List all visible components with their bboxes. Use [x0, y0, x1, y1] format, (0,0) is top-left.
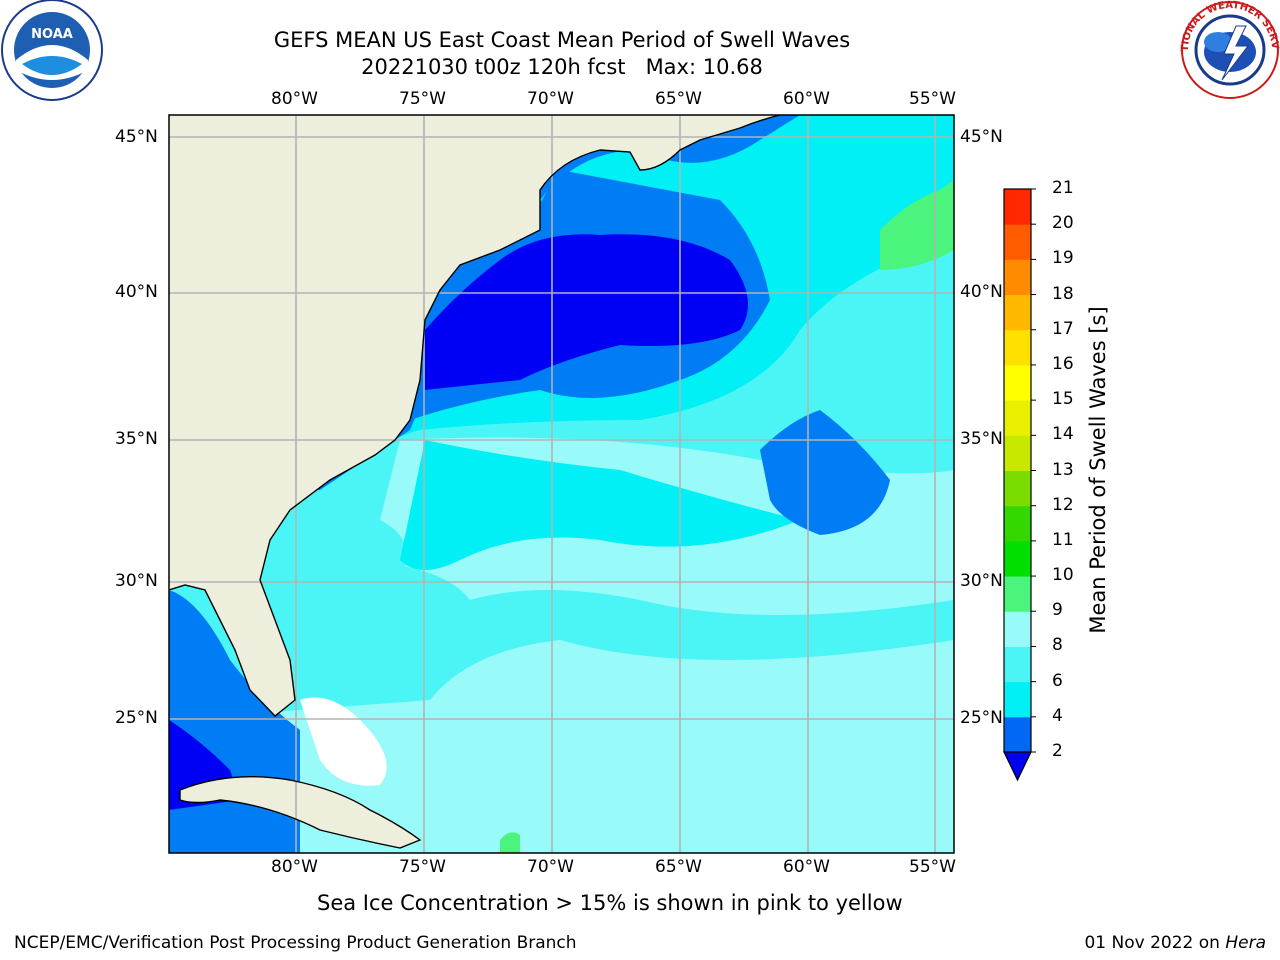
coastline: [169, 115, 781, 717]
colorbar-tick-label: 4: [1052, 705, 1063, 726]
colorbar-tick-label: 13: [1052, 459, 1074, 480]
lat-label-right: 40°N: [960, 282, 1003, 302]
colorbar-segment: [1004, 400, 1031, 436]
colorbar-tick-label: 21: [1052, 178, 1074, 198]
colorbar-tick-label: 8: [1052, 635, 1063, 656]
ocean-dark-blue: [425, 234, 748, 390]
lon-label-top: 55°W: [909, 89, 956, 109]
colorbar-segment: [1004, 189, 1031, 225]
lat-label-left: 25°N: [115, 708, 158, 728]
ocean-cyan-band: [400, 440, 800, 570]
colorbar-segment: [1004, 576, 1031, 612]
lat-label-right: 25°N: [960, 708, 1003, 728]
colorbar-segment: [1004, 540, 1031, 577]
colorbar-segment: [1004, 611, 1031, 647]
sea-ice-caption: Sea Ice Concentration > 15% is shown in …: [317, 891, 903, 915]
colorbar-tick-label: 9: [1052, 600, 1063, 621]
colorbar-tick-label: 14: [1052, 424, 1074, 445]
lon-label-bottom: 80°W: [271, 857, 318, 877]
colorbar-tick-label: 20: [1052, 213, 1074, 234]
coastline-cuba: [179, 775, 422, 849]
lon-label-top: 80°W: [271, 89, 318, 109]
ocean-light-cyan-south: [169, 560, 954, 720]
map-subtitle: 20221030 t00z 120h fcst Max: 10.68: [361, 55, 763, 79]
colorbar-tick-label: 2: [1052, 741, 1063, 761]
map-title: GEFS MEAN US East Coast Mean Period of S…: [273, 28, 851, 52]
colorbar-segment: [1004, 716, 1031, 753]
land-cuba: [180, 776, 420, 848]
lat-label-left: 40°N: [115, 282, 158, 302]
ocean-mid-blue-offshore: [760, 410, 890, 535]
colorbar-segment: [1004, 470, 1031, 507]
lon-label-top: 75°W: [399, 89, 446, 109]
colorbar-tick-label: 16: [1052, 353, 1074, 374]
colorbar-segment: [1004, 329, 1031, 366]
colorbar-extend-triangle: [1003, 751, 1032, 782]
colorbar-segment: [1004, 681, 1031, 718]
footer-credit: NCEP/EMC/Verification Post Processing Pr…: [14, 933, 577, 953]
colorbar-segment: [1004, 294, 1031, 331]
lon-label-bottom: 60°W: [783, 857, 830, 877]
colorbar: [1003, 188, 1036, 782]
colorbar-segment: [1004, 259, 1031, 296]
nws-logo: NATIONAL WEATHER SERVICE: [1178, 0, 1280, 99]
lon-label-top: 60°W: [783, 89, 830, 109]
noaa-logo-text: NOAA: [31, 27, 73, 42]
lat-label-left: 35°N: [115, 429, 158, 449]
colorbar-tick-label: 19: [1052, 248, 1074, 269]
green-patch-south: [500, 832, 520, 853]
colorbar-segment: [1004, 224, 1031, 260]
lat-label-right: 35°N: [960, 429, 1003, 449]
map-frame: [168, 114, 955, 854]
lon-label-bottom: 70°W: [527, 857, 574, 877]
lat-label-right: 30°N: [960, 571, 1003, 591]
colorbar-segment: [1004, 364, 1031, 401]
footer-host: Hera: [1225, 933, 1266, 953]
colorbar-segment: [1004, 646, 1031, 683]
colorbar-tick-label: 10: [1052, 565, 1074, 586]
noaa-logo: NOAA: [1, 0, 103, 101]
footer-date-text: 01 Nov 2022 on: [1084, 933, 1226, 953]
lat-label-left: 30°N: [115, 571, 158, 591]
lon-label-bottom: 75°W: [399, 857, 446, 877]
colorbar-tick-label: 18: [1052, 283, 1074, 304]
colorbar-tick-label: 11: [1052, 529, 1074, 550]
lat-label-left: 45°N: [115, 127, 158, 147]
colorbar-tick-label: 15: [1052, 389, 1074, 410]
colorbar-segment: [1004, 435, 1031, 471]
lon-label-top: 70°W: [527, 89, 574, 109]
map-gridlines: [169, 115, 954, 853]
colorbar-tick-label: 12: [1052, 494, 1074, 515]
lon-label-bottom: 65°W: [655, 857, 702, 877]
colorbar-tick-label: 17: [1052, 318, 1074, 339]
colorbar-title: Mean Period of Swell Waves [s]: [1086, 306, 1110, 634]
lon-label-top: 65°W: [655, 89, 702, 109]
lat-label-right: 45°N: [960, 127, 1003, 147]
land-north-america: [169, 115, 780, 716]
footer-date: 01 Nov 2022 on Hera: [1084, 933, 1266, 953]
colorbar-tick-label: 6: [1052, 670, 1063, 691]
colorbar-segment: [1004, 505, 1031, 542]
lon-label-bottom: 55°W: [909, 857, 956, 877]
